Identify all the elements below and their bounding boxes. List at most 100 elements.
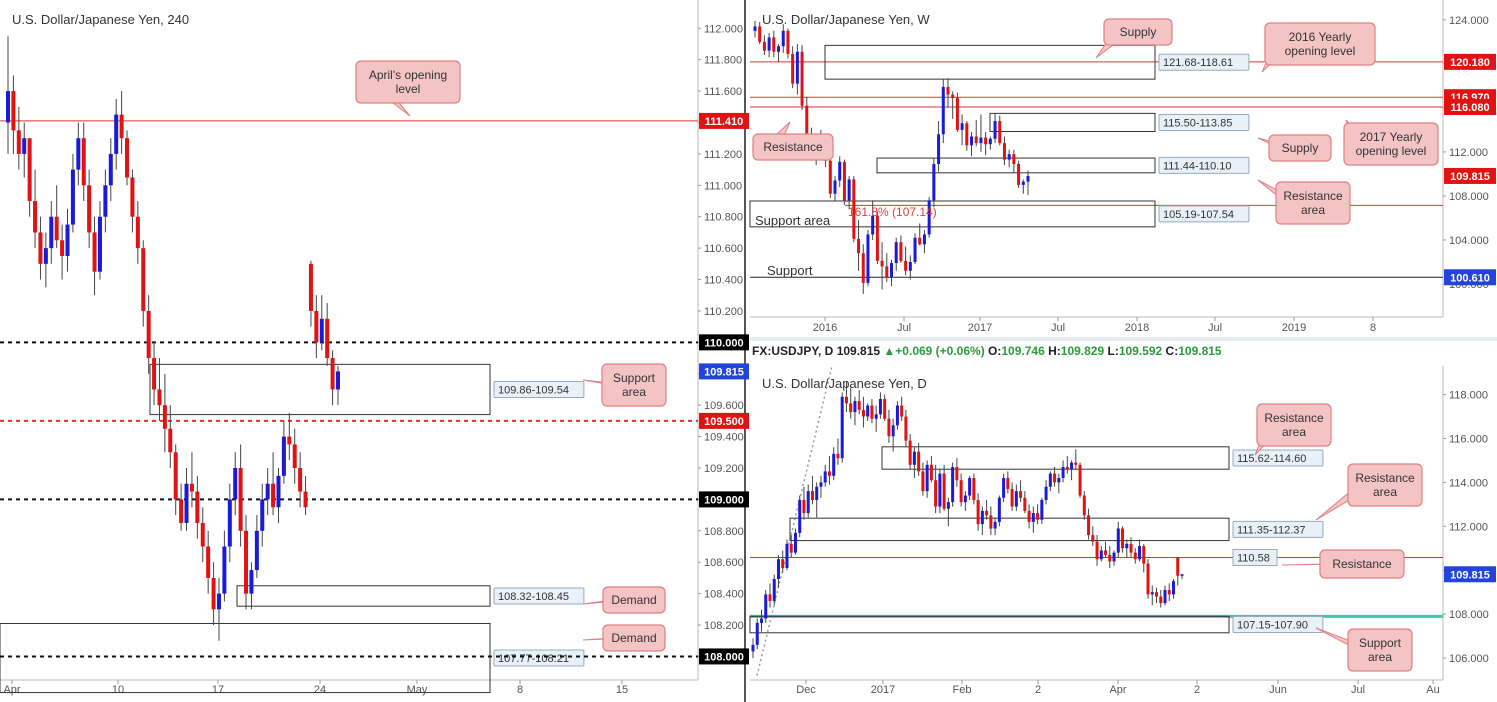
price-label-110.000: 110.000 xyxy=(699,334,749,351)
candle xyxy=(847,176,851,210)
candle xyxy=(1129,537,1133,558)
candle xyxy=(260,483,265,547)
candle xyxy=(755,618,759,650)
candle-body xyxy=(114,114,119,154)
zone-108.32-108.45[interactable]: 108.32-108.45 xyxy=(236,585,585,607)
candle-body xyxy=(955,467,959,481)
candle-body xyxy=(925,464,929,492)
callout-box xyxy=(355,60,461,104)
zone-111.35-112.37[interactable]: 111.35-112.37 xyxy=(789,517,1324,542)
candle xyxy=(1121,526,1125,553)
price-label-116.080: 116.080 xyxy=(1444,98,1496,115)
x-tick-label: 10 xyxy=(112,684,124,696)
candle xyxy=(1023,491,1027,514)
callout-supply[interactable]: Supply xyxy=(1095,18,1173,59)
candle xyxy=(1104,541,1108,558)
candle xyxy=(1002,136,1006,166)
zone-105.19-107.54[interactable]: 105.19-107.54 xyxy=(749,200,1250,228)
candle-body xyxy=(767,37,771,51)
candle xyxy=(853,396,857,426)
candle-body xyxy=(233,467,238,500)
zone-109.86-109.54[interactable]: 109.86-109.54 xyxy=(149,363,585,416)
zone-107.15-107.90[interactable]: 107.15-107.90 xyxy=(749,615,1324,634)
candle-body xyxy=(1133,552,1137,560)
candle xyxy=(330,350,335,406)
candle xyxy=(1125,539,1129,558)
x-tick-label: 2017 xyxy=(871,684,895,696)
candle-body xyxy=(833,180,837,194)
candle xyxy=(832,447,836,481)
candle-body xyxy=(963,495,967,503)
candle xyxy=(92,216,97,296)
candle xyxy=(781,550,785,573)
candle-body xyxy=(908,261,912,271)
candle-body xyxy=(993,521,997,529)
y-tick-label: 112.000 xyxy=(1449,521,1488,533)
candle-body xyxy=(314,310,319,343)
candle-body xyxy=(22,138,27,154)
zone-label-bg xyxy=(1232,520,1324,538)
candle-body xyxy=(857,238,861,254)
candle xyxy=(189,452,194,508)
candle-body xyxy=(287,436,292,445)
zone-115.50-113.85[interactable]: 115.50-113.85 xyxy=(989,112,1250,133)
candle-body xyxy=(1167,589,1171,595)
callout-resistance[interactable]: Resistance xyxy=(752,121,834,161)
candle xyxy=(997,495,1001,527)
callout-demand[interactable]: Demand xyxy=(582,586,666,614)
zone-111.44-110.10[interactable]: 111.44-110.10 xyxy=(876,156,1250,174)
candle-body xyxy=(92,232,97,272)
candle xyxy=(179,483,184,531)
candle-body xyxy=(836,453,840,459)
symbol-bar-part: ▲ xyxy=(880,344,895,358)
candle xyxy=(984,132,988,156)
candle xyxy=(276,467,281,523)
candle-body xyxy=(972,477,976,500)
candle xyxy=(963,491,967,511)
candle-body xyxy=(810,491,814,500)
candle-body xyxy=(1027,510,1031,522)
callout-supply[interactable]: Supply xyxy=(1257,134,1332,162)
candle xyxy=(895,401,899,430)
price-label-bg xyxy=(699,648,749,665)
candle xyxy=(1065,456,1069,474)
x-tick-label: 2018 xyxy=(1125,322,1149,334)
zone-label-bg xyxy=(1158,113,1250,131)
candle-body xyxy=(755,622,759,645)
candle xyxy=(776,554,780,588)
candle-body xyxy=(119,114,124,139)
callout-resistance[interactable]: Resistance xyxy=(1281,549,1405,579)
callout-text: Resistance xyxy=(1283,189,1343,203)
candle xyxy=(993,517,997,536)
candle-body xyxy=(885,266,889,278)
zone-121.68-118.61[interactable]: 121.68-118.61 xyxy=(824,44,1250,80)
y-tick-label: 112.000 xyxy=(704,23,743,35)
price-label-109.500: 109.500 xyxy=(699,412,749,429)
symbol-bar: FX:USDJPY, D 109.815 ▲+0.069 (+0.06%) O:… xyxy=(752,344,1222,358)
candle xyxy=(828,152,832,199)
candle xyxy=(880,242,884,290)
support-label: Support xyxy=(767,263,813,278)
candle-body xyxy=(800,51,804,106)
candle-body xyxy=(1176,557,1180,576)
candle-body xyxy=(890,263,893,278)
candle xyxy=(70,153,75,233)
plot-area-0[interactable] xyxy=(0,0,698,680)
candle-body xyxy=(1150,592,1154,595)
zone-115.62-114.60[interactable]: 115.62-114.60 xyxy=(881,446,1324,470)
candle-body xyxy=(227,499,232,547)
candle xyxy=(885,253,889,282)
callout-demand[interactable]: Demand xyxy=(582,624,666,652)
candle xyxy=(970,132,974,157)
price-label-bg xyxy=(699,412,749,429)
candle-body xyxy=(786,30,790,54)
